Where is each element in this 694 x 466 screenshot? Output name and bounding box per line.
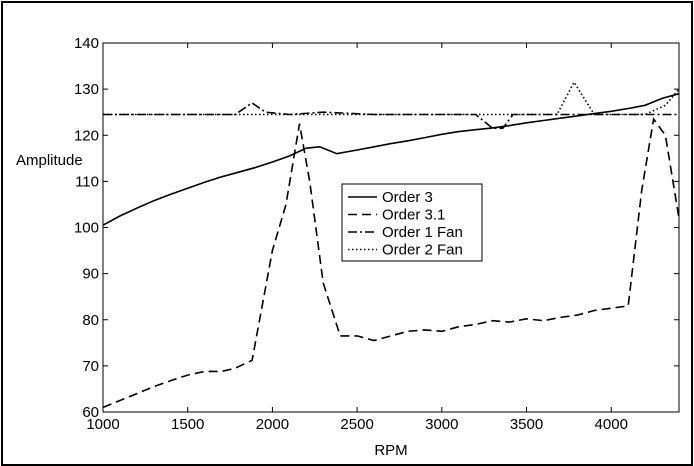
legend-label: Order 2 Fan [382,242,463,259]
y-tick-label: 70 [82,358,99,375]
x-tick-label: 1000 [86,416,119,433]
y-axis: 60 70 80 90 100 110 120 130 140 [74,35,679,421]
series-line-3 [103,102,679,130]
legend-label: Order 3.1 [382,207,445,224]
x-tick-label: 2500 [340,416,373,433]
y-tick-label: 120 [74,127,99,144]
y-tick-label: 80 [82,312,99,329]
series-layer [102,80,680,409]
x-tick-label: 1500 [171,416,204,433]
y-tick-label: 110 [75,173,99,190]
x-axis-label: RPM [374,442,407,459]
series-line-4 [103,80,680,116]
y-tick-label: 100 [74,220,99,237]
y-tick-label: 140 [74,35,99,52]
y-tick-label: 130 [74,81,99,98]
y-axis-label: Amplitude [16,152,83,169]
legend-label: Order 3 [382,189,433,206]
x-tick-label: 2000 [256,416,289,433]
y-tick-label: 90 [82,266,99,283]
x-tick-label: 3000 [425,416,458,433]
x-axis: 1000 1500 2000 2500 3000 3500 4000 [86,43,628,433]
legend-label: Order 1 Fan [382,224,463,241]
x-tick-label: 3500 [510,416,543,433]
series-line-2 [102,117,680,409]
x-tick-label: 4000 [595,416,628,433]
y-tick-label: 60 [82,404,99,421]
